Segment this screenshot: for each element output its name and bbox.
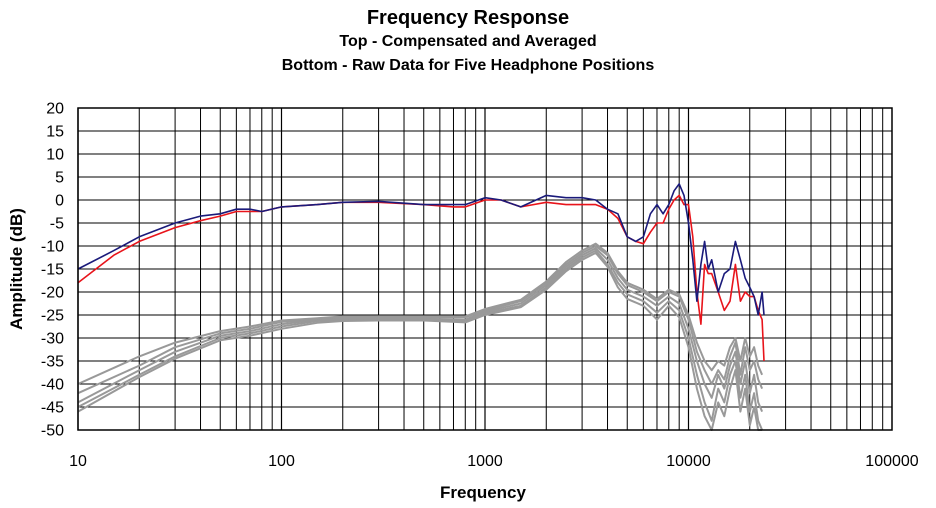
y-tick-label: -50: [41, 423, 64, 440]
y-tick-label: -5: [50, 216, 64, 233]
x-tick-label: 100000: [865, 453, 918, 470]
series-line-compensated-right-: [77, 194, 765, 362]
x-tick-label: 1000: [467, 453, 503, 470]
y-tick-label: 20: [46, 101, 64, 118]
y-tick-label: 15: [46, 124, 64, 141]
plot-area-frame: [77, 107, 893, 431]
chart-title: Frequency Response: [366, 7, 570, 29]
series-line-raw-position-5: [77, 251, 763, 431]
y-tick-labels: 20 15 10 5 0 -5 -10 -15 -20 -25 -30 -35 -40 -45 -50: [41, 101, 64, 440]
x-tick-label: 10000: [666, 453, 711, 470]
y-axis-label: Amplitude (dB): [7, 208, 26, 330]
series-group: [77, 183, 765, 431]
series-line-raw-position-3: [77, 249, 764, 431]
y-tick-label: -25: [41, 308, 64, 325]
x-tick-label: 10: [69, 453, 87, 470]
series-line-raw-position-4: [77, 242, 764, 385]
grid: [77, 107, 892, 431]
chart-titles: Frequency Response Top - Compensated and…: [0, 6, 936, 78]
chart-subtitle-1: Top - Compensated and Averaged: [339, 33, 597, 50]
x-tick-label: 100: [268, 453, 295, 470]
y-tick-label: 5: [55, 170, 64, 187]
y-tick-label: -45: [41, 400, 64, 417]
y-tick-label: 10: [46, 147, 64, 164]
y-tick-label: -30: [41, 331, 64, 348]
series-line-compensated-left-: [77, 183, 765, 316]
x-axis-label: Frequency: [440, 483, 527, 502]
y-tick-label: -10: [41, 239, 64, 256]
y-tick-label: -35: [41, 354, 64, 371]
y-tick-label: -40: [41, 377, 64, 394]
y-tick-label: -20: [41, 285, 64, 302]
y-tick-label: 0: [55, 193, 64, 210]
y-tick-label: -15: [41, 262, 64, 279]
x-tick-labels: 10 100 1000 10000 100000: [69, 453, 919, 470]
series-line-raw-position-2: [77, 247, 764, 412]
chart-subtitle-2: Bottom - Raw Data for Five Headphone Pos…: [281, 57, 655, 74]
